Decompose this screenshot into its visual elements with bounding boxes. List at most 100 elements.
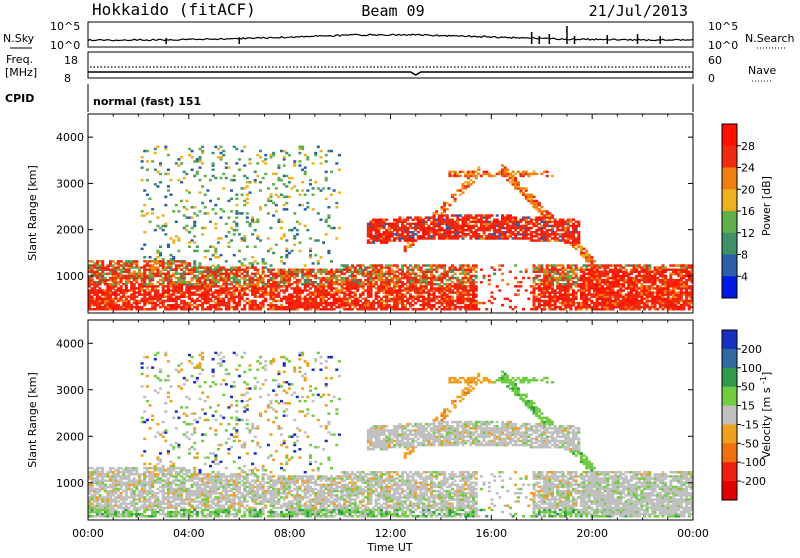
power-cell bbox=[588, 264, 591, 266]
power-cell bbox=[159, 173, 162, 175]
power-cell bbox=[304, 194, 307, 196]
power-cell bbox=[477, 233, 480, 235]
power-cell bbox=[125, 269, 128, 271]
power-cell bbox=[504, 298, 507, 300]
power-cell bbox=[227, 231, 230, 233]
power-cell bbox=[546, 210, 549, 212]
power-cell bbox=[625, 264, 628, 266]
power-cell bbox=[185, 281, 188, 283]
power-cell bbox=[480, 175, 483, 177]
power-cell bbox=[438, 296, 441, 298]
power-cell bbox=[661, 264, 664, 266]
power-cell bbox=[525, 289, 528, 291]
power-cell bbox=[398, 277, 401, 279]
power-cell bbox=[330, 293, 333, 295]
power-cell bbox=[464, 269, 467, 271]
power-cell bbox=[543, 300, 546, 302]
power-cell bbox=[193, 212, 196, 214]
power-cell bbox=[180, 300, 183, 302]
power-cell bbox=[517, 289, 520, 291]
power-cell bbox=[469, 221, 472, 223]
power-cell bbox=[451, 296, 454, 298]
power-cell bbox=[177, 260, 180, 262]
power-cell bbox=[451, 171, 454, 173]
power-cell bbox=[372, 219, 375, 221]
power-cell bbox=[475, 171, 478, 173]
power-cell bbox=[188, 148, 191, 150]
power-cell bbox=[291, 287, 294, 289]
power-cell bbox=[406, 298, 409, 300]
power-cell bbox=[227, 216, 230, 218]
power-cell bbox=[256, 154, 259, 156]
power-cell bbox=[254, 260, 257, 262]
power-cell bbox=[301, 298, 304, 300]
power-cell bbox=[667, 279, 670, 281]
power-cell bbox=[535, 296, 538, 298]
power-cell bbox=[493, 219, 496, 221]
power-cell bbox=[288, 154, 291, 156]
power-cell bbox=[454, 266, 457, 268]
power-cell bbox=[556, 291, 559, 293]
power-cell bbox=[201, 146, 204, 148]
power-cell bbox=[146, 194, 149, 196]
power-cell bbox=[270, 302, 273, 304]
power-cell bbox=[462, 183, 465, 185]
power-cell bbox=[330, 269, 333, 271]
power-cell bbox=[141, 179, 144, 181]
power-cell bbox=[217, 237, 220, 239]
power-cell bbox=[122, 289, 125, 291]
power-cell bbox=[417, 287, 420, 289]
power-cell bbox=[185, 302, 188, 304]
power-cell bbox=[462, 264, 465, 266]
power-cell bbox=[401, 219, 404, 221]
power-cell bbox=[177, 264, 180, 266]
power-cell bbox=[220, 177, 223, 179]
power-cell bbox=[377, 285, 380, 287]
power-cell bbox=[191, 304, 194, 306]
power-cell bbox=[199, 262, 202, 264]
power-cell bbox=[419, 216, 422, 218]
power-cell bbox=[343, 291, 346, 293]
power-cell bbox=[267, 212, 270, 214]
power-cell bbox=[238, 289, 241, 291]
power-cell bbox=[569, 241, 572, 243]
power-cell bbox=[346, 293, 349, 295]
power-cell bbox=[154, 152, 157, 154]
power-cell bbox=[577, 221, 580, 223]
power-cell bbox=[422, 264, 425, 266]
power-cell bbox=[459, 171, 462, 173]
power-cell bbox=[172, 298, 175, 300]
power-cell bbox=[585, 250, 588, 252]
power-cell bbox=[275, 194, 278, 196]
power-cell bbox=[256, 235, 259, 237]
power-cell bbox=[635, 275, 638, 277]
power-cell bbox=[435, 210, 438, 212]
power-cell bbox=[419, 235, 422, 237]
power-cell bbox=[643, 264, 646, 266]
power-cell bbox=[238, 250, 241, 252]
power-cell bbox=[417, 235, 420, 237]
power-cell bbox=[393, 271, 396, 273]
power-cell bbox=[309, 291, 312, 293]
power-cell bbox=[327, 308, 330, 310]
power-cell bbox=[535, 229, 538, 231]
power-cell bbox=[277, 196, 280, 198]
power-cell bbox=[472, 231, 475, 233]
power-cell bbox=[467, 264, 470, 266]
power-cell bbox=[454, 221, 457, 223]
power-cell bbox=[317, 260, 320, 262]
power-cell bbox=[233, 221, 236, 223]
power-cell bbox=[141, 266, 144, 268]
power-cell bbox=[590, 256, 593, 258]
power-cell bbox=[149, 198, 152, 200]
power-cell bbox=[293, 296, 296, 298]
power-cell bbox=[235, 148, 238, 150]
power-cell bbox=[572, 269, 575, 271]
power-cell bbox=[475, 175, 478, 177]
power-cell bbox=[567, 264, 570, 266]
power-cell bbox=[514, 173, 517, 175]
power-cell bbox=[538, 216, 541, 218]
power-cell bbox=[351, 291, 354, 293]
power-cell bbox=[359, 279, 362, 281]
power-cell bbox=[654, 287, 657, 289]
